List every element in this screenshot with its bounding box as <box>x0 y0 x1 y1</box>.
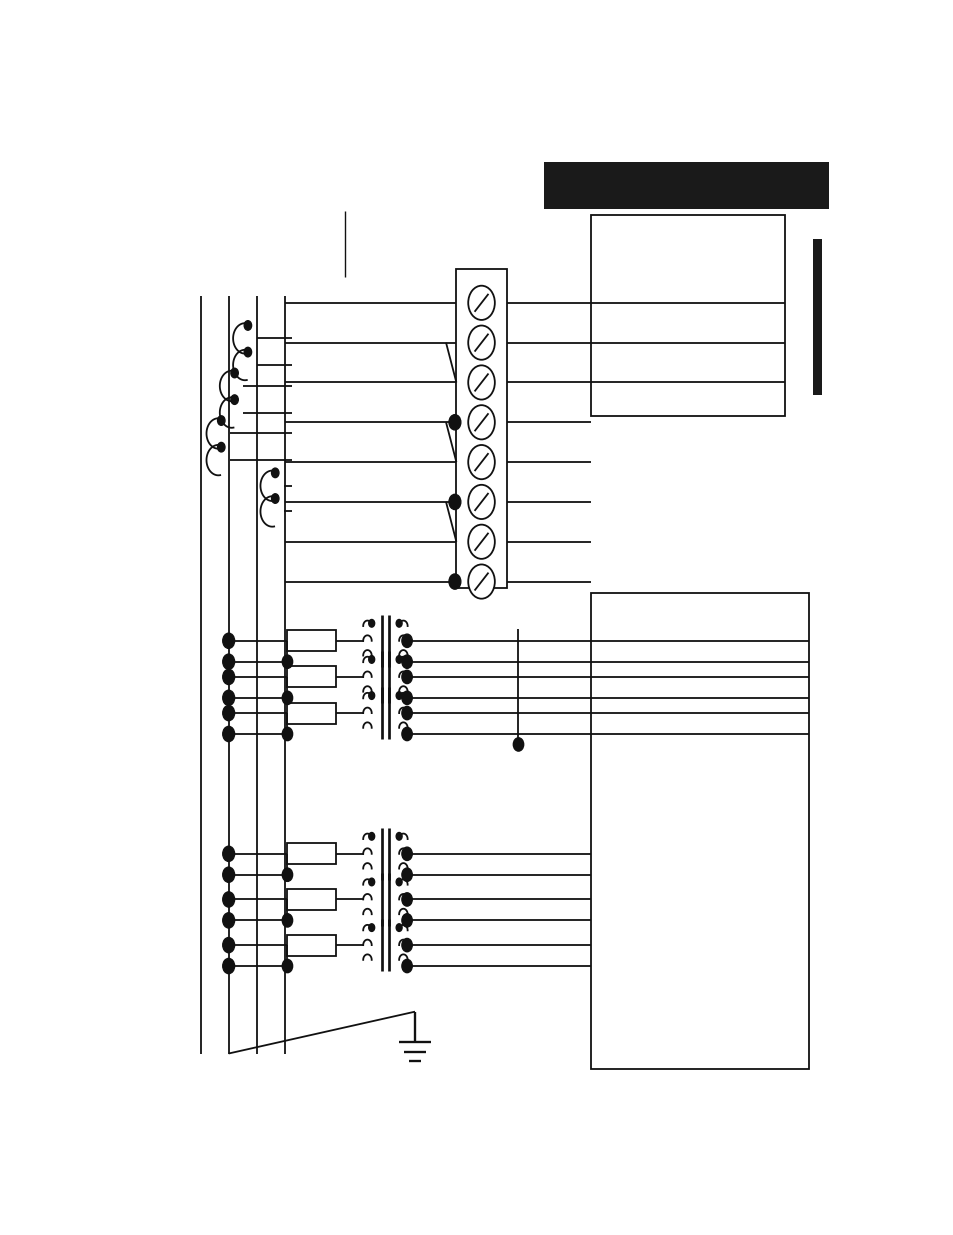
Circle shape <box>244 347 252 357</box>
Circle shape <box>369 878 375 885</box>
Circle shape <box>222 726 234 741</box>
Circle shape <box>222 937 234 952</box>
Circle shape <box>231 395 238 404</box>
Circle shape <box>468 485 495 519</box>
Circle shape <box>513 737 523 751</box>
Circle shape <box>395 620 401 627</box>
Circle shape <box>468 366 495 400</box>
Circle shape <box>222 846 234 862</box>
Circle shape <box>401 960 412 973</box>
Bar <box>287 630 335 651</box>
Bar <box>812 238 821 395</box>
Circle shape <box>401 655 412 668</box>
Circle shape <box>395 924 401 931</box>
Circle shape <box>449 574 460 589</box>
Circle shape <box>395 656 401 663</box>
Circle shape <box>222 892 234 906</box>
Circle shape <box>217 416 225 425</box>
Circle shape <box>222 867 234 882</box>
Bar <box>287 703 335 724</box>
Circle shape <box>282 655 293 668</box>
Circle shape <box>395 832 401 840</box>
Circle shape <box>468 405 495 440</box>
Circle shape <box>222 634 234 648</box>
Circle shape <box>401 939 412 952</box>
Circle shape <box>222 655 234 669</box>
Circle shape <box>222 913 234 927</box>
Circle shape <box>401 914 412 927</box>
Circle shape <box>395 692 401 699</box>
Circle shape <box>401 868 412 882</box>
Circle shape <box>401 727 412 741</box>
Circle shape <box>401 692 412 704</box>
Bar <box>287 667 335 688</box>
Circle shape <box>449 415 460 430</box>
Circle shape <box>401 671 412 684</box>
Circle shape <box>222 669 234 684</box>
Circle shape <box>217 442 225 452</box>
Circle shape <box>468 525 495 559</box>
Circle shape <box>369 692 375 699</box>
Circle shape <box>231 368 238 378</box>
Circle shape <box>282 868 293 882</box>
Circle shape <box>369 832 375 840</box>
Circle shape <box>282 914 293 927</box>
Circle shape <box>282 960 293 973</box>
Circle shape <box>401 706 412 720</box>
Circle shape <box>401 893 412 906</box>
Bar <box>287 935 335 956</box>
Circle shape <box>272 494 278 504</box>
Circle shape <box>449 494 460 510</box>
Circle shape <box>369 656 375 663</box>
Circle shape <box>401 847 412 861</box>
Bar <box>287 889 335 910</box>
Circle shape <box>222 705 234 721</box>
Circle shape <box>282 727 293 741</box>
Circle shape <box>468 285 495 320</box>
Circle shape <box>401 634 412 647</box>
Circle shape <box>272 468 278 478</box>
Circle shape <box>369 620 375 627</box>
Circle shape <box>222 958 234 973</box>
Circle shape <box>369 924 375 931</box>
Bar <box>590 593 808 1068</box>
Circle shape <box>222 690 234 705</box>
Circle shape <box>395 878 401 885</box>
Circle shape <box>244 321 252 330</box>
Bar <box>590 215 783 416</box>
Circle shape <box>282 692 293 704</box>
Circle shape <box>468 326 495 359</box>
Bar <box>456 269 506 588</box>
Bar <box>544 162 828 209</box>
Circle shape <box>468 445 495 479</box>
Circle shape <box>468 564 495 599</box>
Bar <box>287 844 335 864</box>
